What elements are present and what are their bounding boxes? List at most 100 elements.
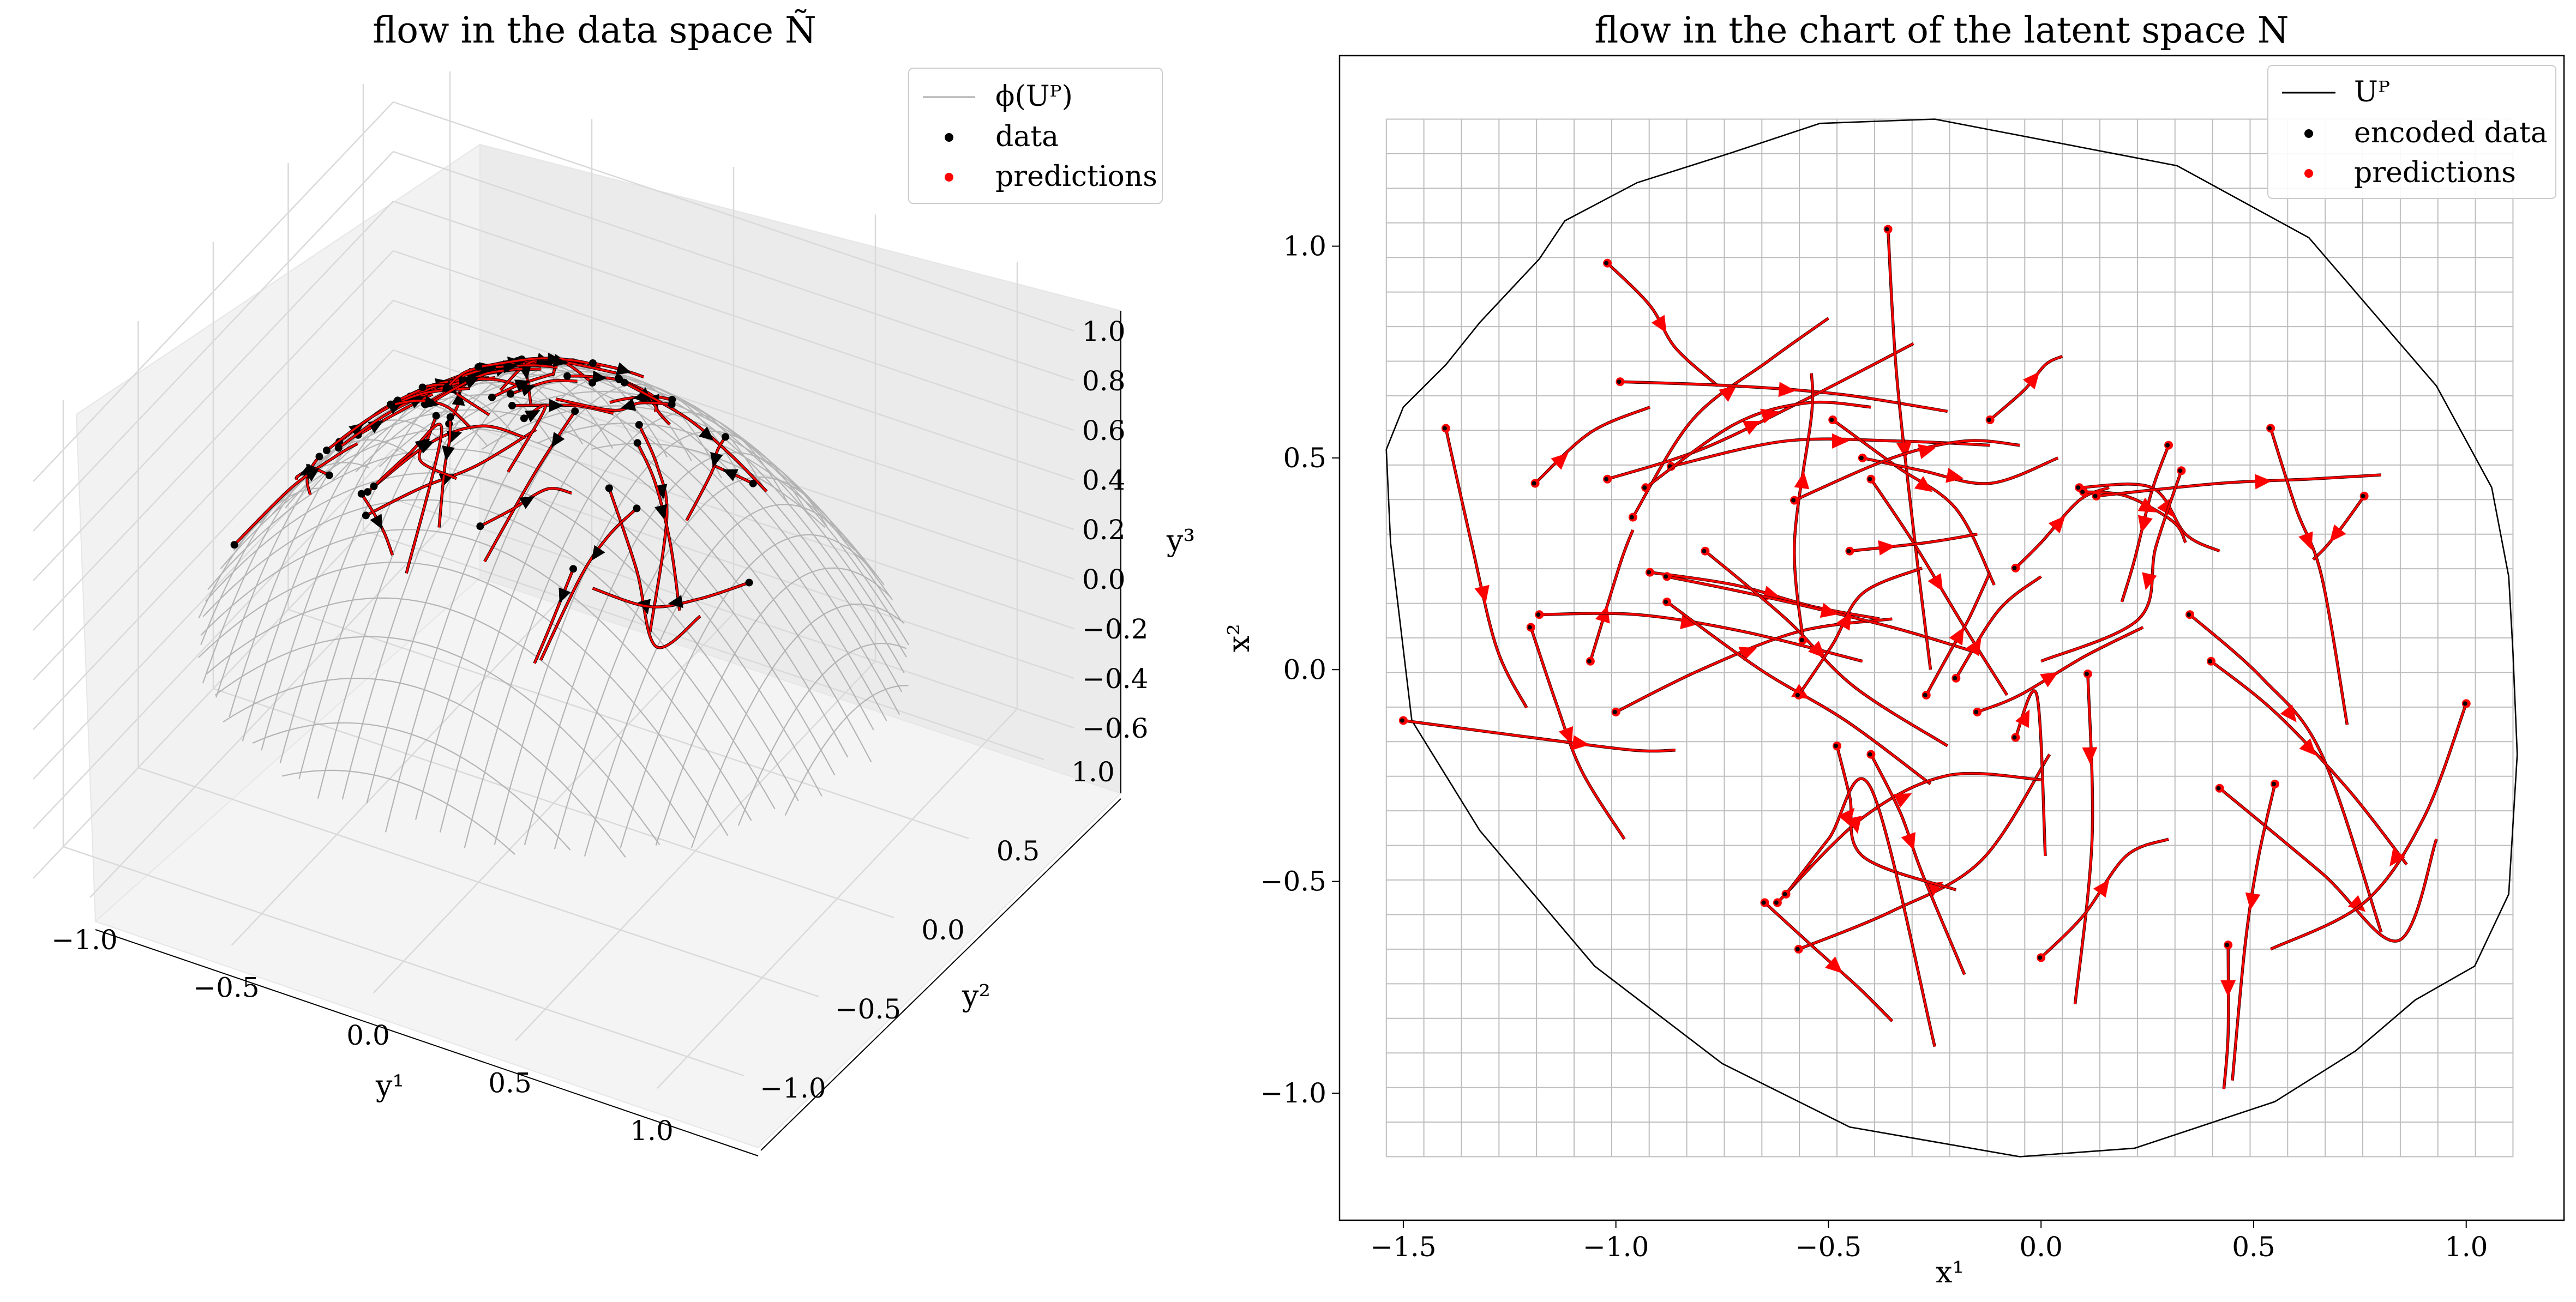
trajectory-arrowhead: [1928, 573, 1943, 592]
trajectory-arrowhead-3d: [551, 432, 565, 448]
trajectory-arrowhead: [1918, 444, 1936, 459]
up-boundary: [1385, 118, 2518, 1158]
y-tick-label-3d: 1.0: [1071, 756, 1115, 788]
prediction-trajectory: [2096, 474, 2381, 497]
trajectory-arrowhead-3d: [559, 587, 571, 604]
wall-grid-line: [393, 200, 1074, 431]
trajectory-arrowhead: [1742, 420, 1761, 435]
trajectory-arrowhead-3d: [615, 362, 632, 375]
y-tick-label: −1.0: [1260, 1077, 1326, 1109]
data-point-3d: [563, 372, 572, 380]
trajectory-arrowhead: [1832, 433, 1849, 449]
encoded-data-point: [1795, 692, 1800, 697]
surface-parallel: [198, 562, 729, 836]
legend-right-frame: [2267, 65, 2556, 199]
trajectory-arrowhead-3d: [464, 377, 480, 389]
prediction-trajectory: [2231, 783, 2276, 1081]
surface-parallel: [200, 529, 752, 821]
encoded-data-point: [2463, 701, 2467, 706]
surface-parallel: [355, 365, 907, 658]
floor-grid-line: [363, 529, 1044, 761]
trajectory-arrowhead: [1760, 408, 1779, 424]
legend-predictions2-swatch: [2304, 169, 2313, 178]
trajectory-arrowhead: [1825, 956, 1843, 974]
prediction-trajectory: [2270, 703, 2467, 950]
prediction-trajectory: [2219, 787, 2437, 942]
prediction-trajectory-3d: [233, 443, 358, 546]
encoded-data-point: [1400, 718, 1404, 723]
surface-parallel: [252, 722, 571, 851]
legend-predictions-label: predictions: [995, 160, 1157, 193]
encoded-data-point: [2208, 659, 2213, 664]
trajectory-arrowhead: [2299, 738, 2316, 756]
encoded-data-point: [1442, 426, 1447, 431]
x-axis-label-2d: x¹: [1936, 1255, 1964, 1289]
trajectory-arrowhead-3d: [442, 445, 455, 461]
z-tick-label-3d: 0.0: [1082, 564, 1126, 595]
trajectory-arrowhead: [2082, 747, 2098, 764]
encoded-data-point: [1791, 498, 1796, 503]
wall-grid-line: [393, 150, 1074, 382]
encoded-data-point: [2012, 565, 2017, 570]
legend-data-label: data: [995, 120, 1059, 153]
trajectory-arrowhead-3d: [370, 514, 383, 530]
tick-labels-2d: −1.5 −1.0 −0.5 0.0 0.5 1.0 −1.0 −0.5 0.0 0.5 1.0: [1260, 231, 2488, 1263]
prediction-trajectory: [1785, 777, 1936, 1047]
prediction-trajectory: [1862, 457, 2059, 485]
encoded-data-point: [2076, 485, 2081, 490]
x-tick-label-3d: 0.0: [346, 1020, 390, 1051]
data-point-3d: [432, 412, 440, 420]
chart-grid: [1385, 118, 2514, 1158]
data-point-3d: [508, 402, 517, 410]
prediction-trajectory: [1534, 406, 1650, 484]
trajectory-arrowhead: [1778, 382, 1796, 397]
trajectory-arrowhead: [1838, 807, 1855, 826]
trajectory-arrowhead-3d: [520, 384, 536, 396]
data-point-3d: [322, 447, 331, 455]
prediction-trajectory: [2269, 427, 2349, 725]
prediction-trajectory: [1836, 745, 1956, 891]
prediction-trajectory-3d: [533, 568, 574, 664]
y-tick-label: 0.0: [1283, 654, 1326, 685]
z-tick-label-3d: 0.2: [1082, 514, 1126, 546]
trajectory-arrowhead-3d: [547, 352, 562, 366]
encoded-data-point: [1647, 570, 1652, 575]
z-tick-label-3d: 0.6: [1082, 415, 1126, 447]
trajectory-arrowhead: [1794, 471, 1810, 490]
wall-grid-line: [393, 101, 1074, 332]
trajectory-arrowhead: [2040, 672, 2058, 688]
prediction-trajectory-3d: [491, 364, 558, 369]
data-point-3d: [418, 383, 427, 391]
y-tick-label-3d: −1.0: [760, 1072, 826, 1104]
data-point-3d: [620, 378, 628, 387]
prediction-trajectory: [2074, 673, 2094, 1005]
z-axis-label-3d: y³: [1166, 523, 1195, 558]
data-point-3d: [507, 390, 515, 398]
wall-grid-line: [33, 201, 394, 581]
trajectory-arrowhead: [1680, 614, 1698, 629]
y-axis-label-2d: x²: [1222, 624, 1256, 652]
surface-parallel: [308, 363, 903, 692]
trajectory-arrowhead: [1893, 793, 1912, 808]
right-latent-panel: flow in the chart of the latent space N …: [1222, 9, 2565, 1289]
prediction-trajectory: [1776, 772, 2041, 903]
trajectory-arrowhead-3d: [668, 595, 683, 608]
x-tick-label-3d: 0.5: [488, 1068, 532, 1099]
trajectory-arrowhead-3d: [710, 452, 723, 468]
trajectory-arrowhead: [1949, 627, 1965, 646]
surface-parallel: [223, 677, 626, 858]
y-axis-line: [760, 798, 1121, 1151]
encoded-data-point: [2084, 672, 2089, 677]
encoded-data-point: [2225, 943, 2230, 948]
trajectory-arrowhead: [1945, 467, 1964, 483]
encoded-data-point: [1834, 744, 1839, 749]
encoded-data-point: [1587, 659, 1592, 664]
data-point-3d: [387, 401, 395, 409]
surface-parallel: [413, 379, 901, 620]
trajectory-arrowhead: [2389, 848, 2406, 867]
trajectory-arrowhead-3d: [592, 370, 608, 384]
left-title: flow in the data space Ñ: [373, 9, 816, 51]
legend-right: Uᴾ encoded data predictions: [2267, 65, 2556, 199]
legend-data-swatch: [945, 133, 953, 142]
trajectory-arrowhead: [1571, 735, 1590, 750]
